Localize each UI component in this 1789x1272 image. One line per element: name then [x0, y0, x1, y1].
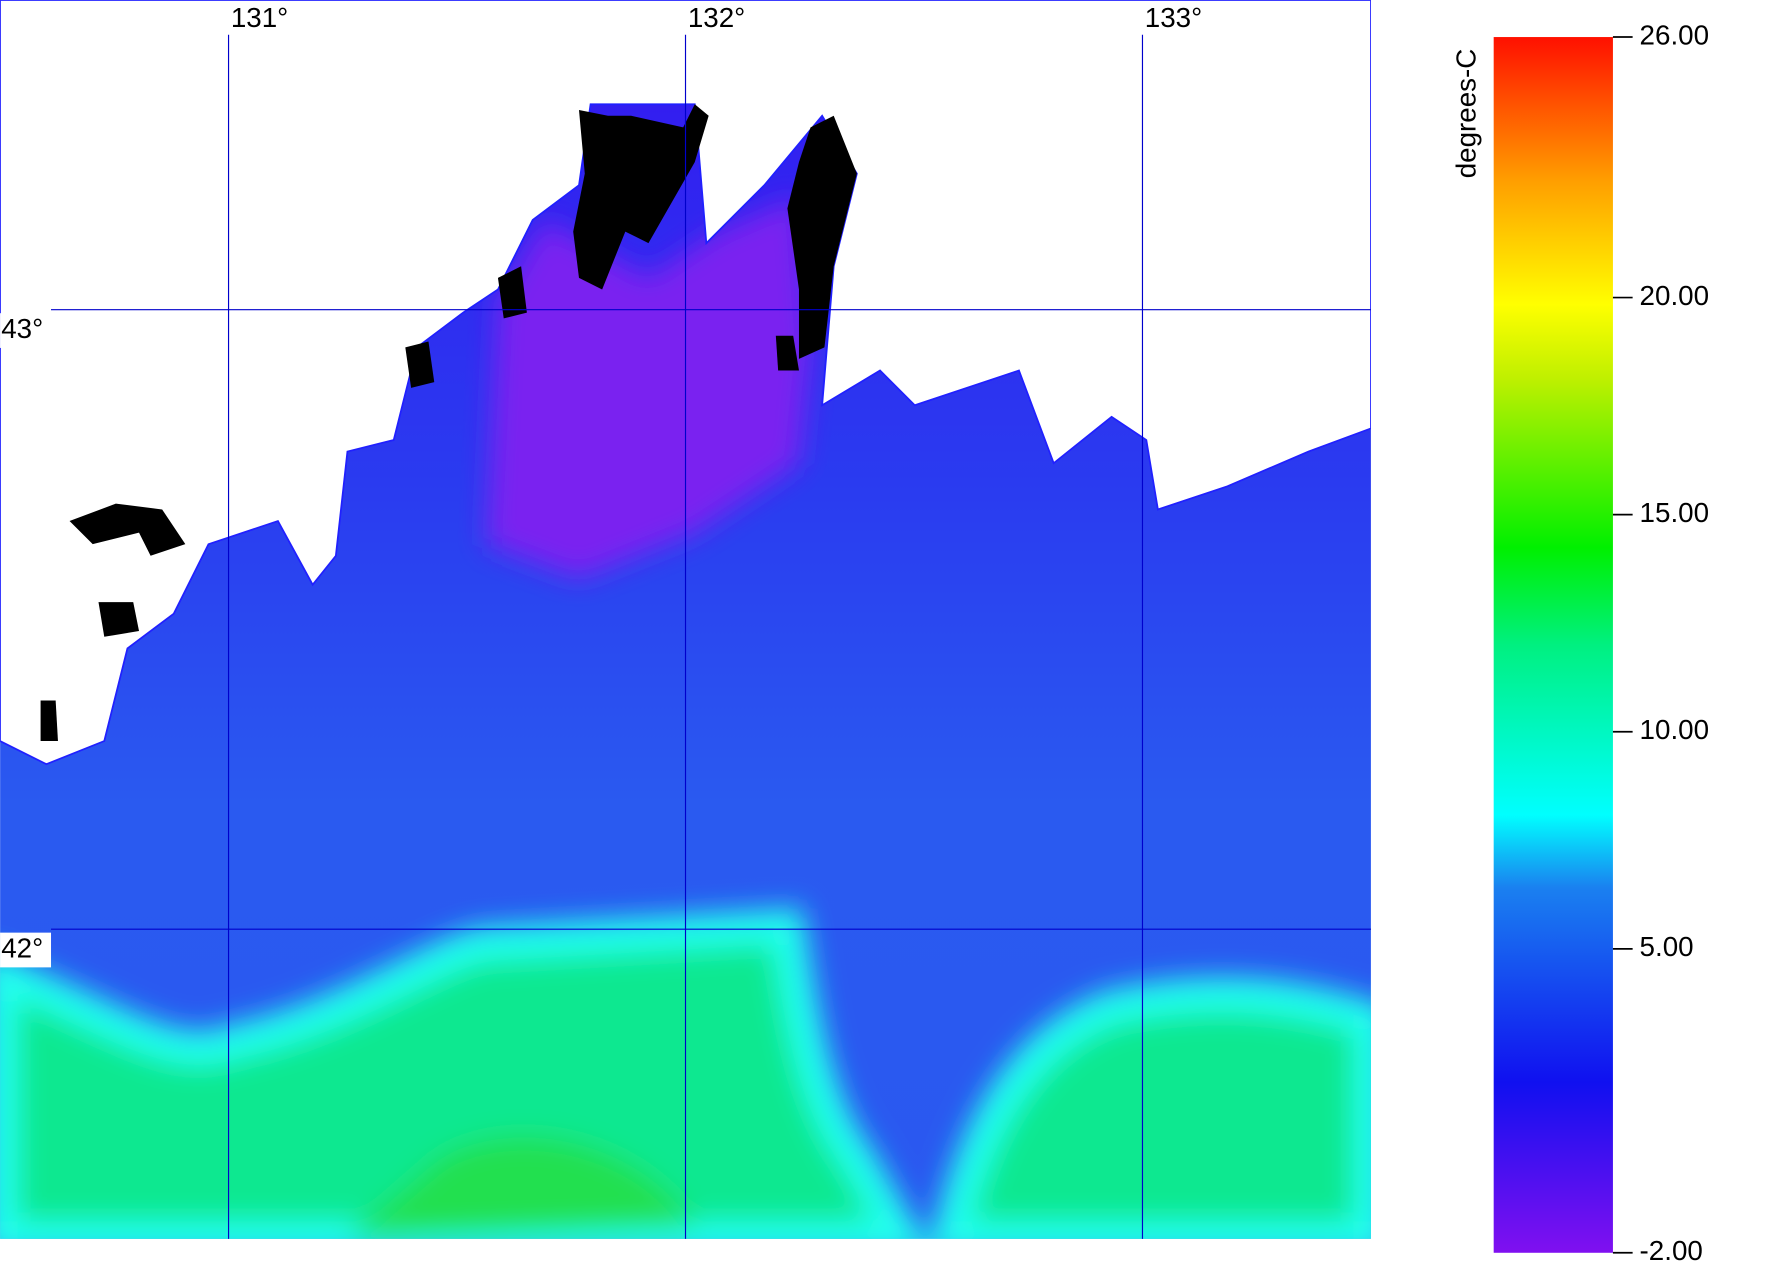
latitude-label-bg — [0, 932, 52, 968]
longitude-label: 131° — [231, 2, 288, 33]
cold-bay-water — [486, 196, 811, 579]
latitude-label-bg — [0, 313, 52, 348]
colorbar-tick-label: -2.00 — [1640, 1235, 1703, 1266]
colorbar-label: degrees-C — [1451, 49, 1482, 179]
colorbar-tick-label: 20.00 — [1640, 280, 1709, 311]
masked-pixels — [40, 104, 857, 742]
land — [0, 0, 1371, 766]
latitude-label: 43° — [1, 313, 43, 344]
colorbar-tick-label: 10.00 — [1640, 714, 1709, 745]
colorbar-ticks: -2.00 5.00 10.00 15.00 20.00 26.00 — [1612, 19, 1709, 1266]
longitude-label: 132° — [688, 2, 745, 33]
latitude-label: 42° — [1, 932, 43, 963]
colorbar — [1493, 37, 1613, 1253]
graticule: 131° 132° 133° 42° 43° — [0, 2, 1371, 1239]
colorbar-tick-label: 26.00 — [1640, 19, 1709, 50]
colorbar-tick-label: 5.00 — [1640, 931, 1694, 962]
warm-water — [0, 908, 1371, 1239]
colorbar-tick-label: 15.00 — [1640, 497, 1709, 528]
longitude-label: 133° — [1145, 2, 1202, 33]
